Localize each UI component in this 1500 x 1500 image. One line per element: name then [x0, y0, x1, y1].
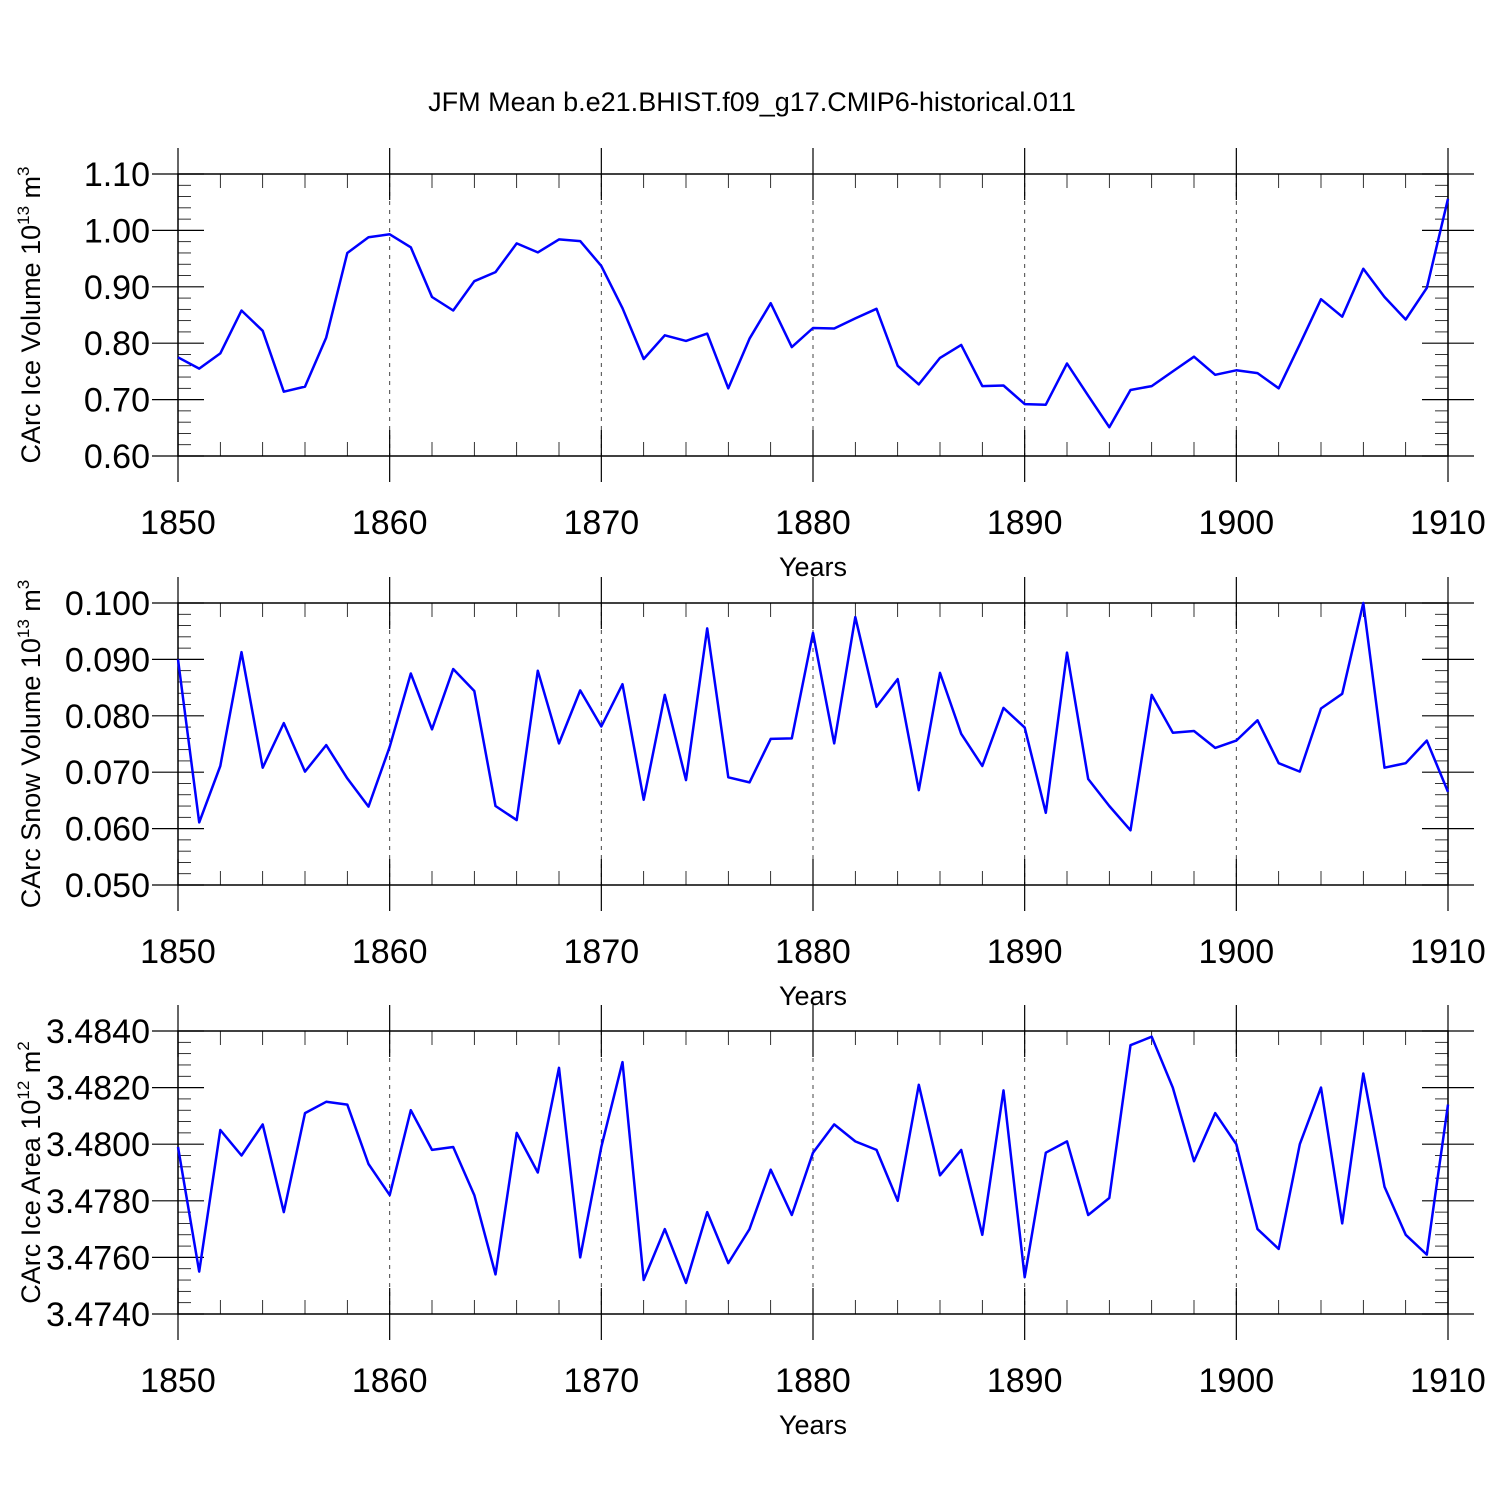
- chart-title: JFM Mean b.e21.BHIST.f09_g17.CMIP6-histo…: [428, 87, 1076, 117]
- panels: 1850 1860 1870 1880 1890 1900 1910 0.60 0.70 0.80…: [14, 148, 1486, 1440]
- x-tick-label: 1900: [1199, 933, 1275, 971]
- x-tick-label: 1850: [140, 504, 216, 542]
- y-tick-label: 0.100: [65, 585, 150, 623]
- y-tick-label: 3.4840: [46, 1013, 150, 1051]
- y-tick-label: 0.90: [84, 269, 150, 307]
- plot-frame: [177, 1030, 1449, 1315]
- plot-frame: [177, 602, 1449, 886]
- y-tick-label: 3.4760: [46, 1239, 150, 1277]
- panel-2: 1850 1860 1870 1880 1890 1900 1910 0.050 0.060 0.…: [14, 577, 1486, 1011]
- y-tick-label: 0.090: [65, 641, 150, 679]
- x-axis-label: Years: [779, 1410, 847, 1440]
- x-tick-label: 1890: [987, 933, 1063, 971]
- x-tick-label: 1900: [1199, 1362, 1275, 1400]
- x-tick-label: 1910: [1410, 1362, 1486, 1400]
- x-tick-label: 1870: [564, 933, 640, 971]
- series-line: [176, 601, 1450, 832]
- y-tick-label: 0.080: [65, 698, 150, 736]
- y-tick-label: 3.4820: [46, 1070, 150, 1108]
- x-tick-label: 1850: [140, 933, 216, 971]
- x-tick-label: 1890: [987, 1362, 1063, 1400]
- y-tick-label: 1.10: [84, 156, 150, 194]
- y-tick-label: 3.4740: [46, 1296, 150, 1334]
- x-tick-label: 1880: [775, 504, 851, 542]
- x-tick-label: 1890: [987, 504, 1063, 542]
- plot-frame: [177, 173, 1449, 457]
- x-tick-label: 1880: [775, 1362, 851, 1400]
- x-tick-label: 1860: [352, 504, 428, 542]
- y-tick-label: 0.050: [65, 867, 150, 905]
- y-axis-label: CArc Snow Volume 1013 m3: [14, 580, 46, 909]
- y-tick-label: 3.4800: [46, 1126, 150, 1164]
- y-tick-label: 0.060: [65, 811, 150, 849]
- x-tick-label: 1870: [564, 504, 640, 542]
- x-tick-label: 1910: [1410, 504, 1486, 542]
- panel-1: 1850 1860 1870 1880 1890 1900 1910 0.60 0.70 0.80…: [14, 148, 1486, 582]
- x-tick-label: 1900: [1199, 504, 1275, 542]
- y-tick-label: 1.00: [84, 212, 150, 250]
- y-axis-label: CArc Ice Area 1012 m2: [14, 1041, 46, 1304]
- y-tick-label: 3.4780: [46, 1183, 150, 1221]
- y-axis-label: CArc Ice Volume 1013 m3: [14, 166, 46, 463]
- panel-3: 1850 1860 1870 1880 1890 1900 1910 3.4740 3.4760…: [14, 1005, 1486, 1440]
- series-line: [177, 198, 1450, 429]
- y-tick-label: 0.80: [84, 325, 150, 363]
- x-tick-label: 1910: [1410, 933, 1486, 971]
- x-tick-label: 1850: [140, 1362, 216, 1400]
- series-line: [176, 1035, 1450, 1285]
- y-tick-label: 0.70: [84, 382, 150, 420]
- x-tick-label: 1860: [352, 1362, 428, 1400]
- y-tick-label: 0.070: [65, 754, 150, 792]
- x-tick-label: 1860: [352, 933, 428, 971]
- x-tick-label: 1870: [564, 1362, 640, 1400]
- x-tick-label: 1880: [775, 933, 851, 971]
- y-tick-label: 0.60: [84, 438, 150, 476]
